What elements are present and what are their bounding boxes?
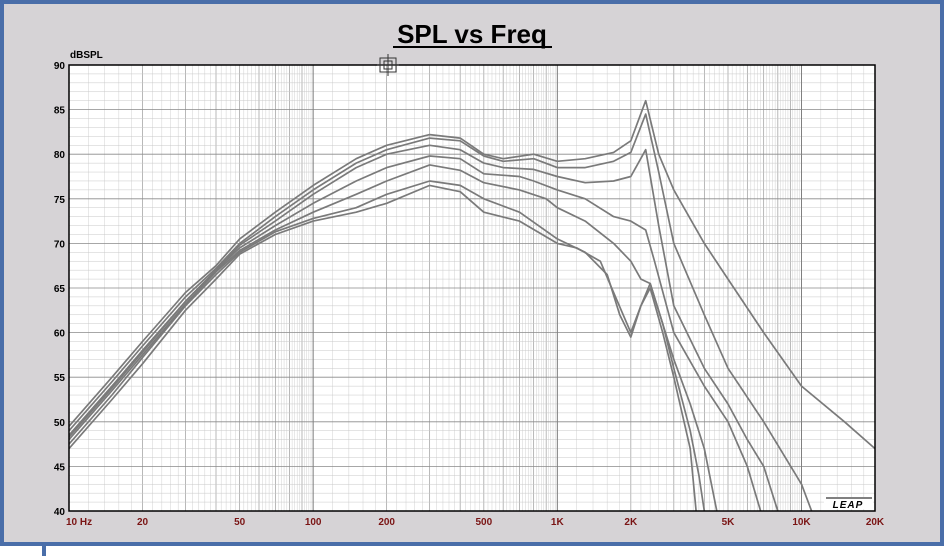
series-curves bbox=[68, 99, 876, 512]
series-line-6 bbox=[68, 180, 706, 512]
grid bbox=[69, 65, 875, 511]
x-tick-label: 20 bbox=[137, 517, 149, 528]
y-tick-label: 70 bbox=[54, 239, 66, 250]
x-tick-label: 500 bbox=[475, 517, 492, 528]
series-line-7 bbox=[68, 184, 697, 512]
series-line-1 bbox=[68, 99, 876, 450]
spl-chart: SPL vs Freq dBSPL 40 45 50 55 60 65 70 75 80 85 90… bbox=[54, 19, 885, 528]
x-tick-label: 5K bbox=[722, 517, 736, 528]
cursor-crosshair[interactable] bbox=[377, 54, 399, 76]
leap-logo: LEAP bbox=[824, 497, 873, 511]
y-tick-label: 80 bbox=[54, 150, 66, 161]
y-tick-label: 65 bbox=[54, 284, 66, 295]
x-tick-label: 10 Hz bbox=[66, 517, 92, 528]
y-tick-label: 60 bbox=[54, 329, 66, 340]
y-tick-label: 50 bbox=[54, 418, 66, 429]
y-tick-label: 55 bbox=[54, 373, 66, 384]
x-tick-label: 20K bbox=[866, 517, 885, 528]
y-tick-labels: 40 45 50 55 60 65 70 75 80 85 90 bbox=[54, 61, 66, 518]
bottom-strip bbox=[0, 546, 950, 556]
x-tick-label: 100 bbox=[305, 517, 322, 528]
x-tick-label: 200 bbox=[378, 517, 395, 528]
logo-text: LEAP bbox=[833, 500, 864, 511]
x-tick-labels: 10 Hz 20 50 100 200 500 1K 2K 5K 10K 20K bbox=[66, 517, 885, 528]
x-tick-label: 50 bbox=[234, 517, 246, 528]
x-tick-label: 1K bbox=[551, 517, 565, 528]
series-line-2 bbox=[68, 113, 813, 512]
y-tick-label: 75 bbox=[54, 195, 66, 206]
y-tick-label: 40 bbox=[54, 507, 66, 518]
x-tick-label: 10K bbox=[792, 517, 811, 528]
series-line-4 bbox=[68, 155, 762, 512]
y-tick-label: 85 bbox=[54, 106, 66, 117]
strip-marker bbox=[42, 546, 46, 556]
y-axis-label: dBSPL bbox=[70, 50, 103, 61]
plot-border bbox=[68, 64, 876, 512]
chart-title: SPL vs Freq bbox=[397, 19, 547, 49]
x-tick-label: 2K bbox=[624, 517, 638, 528]
y-tick-label: 45 bbox=[54, 462, 66, 473]
y-tick-label: 90 bbox=[54, 61, 66, 72]
